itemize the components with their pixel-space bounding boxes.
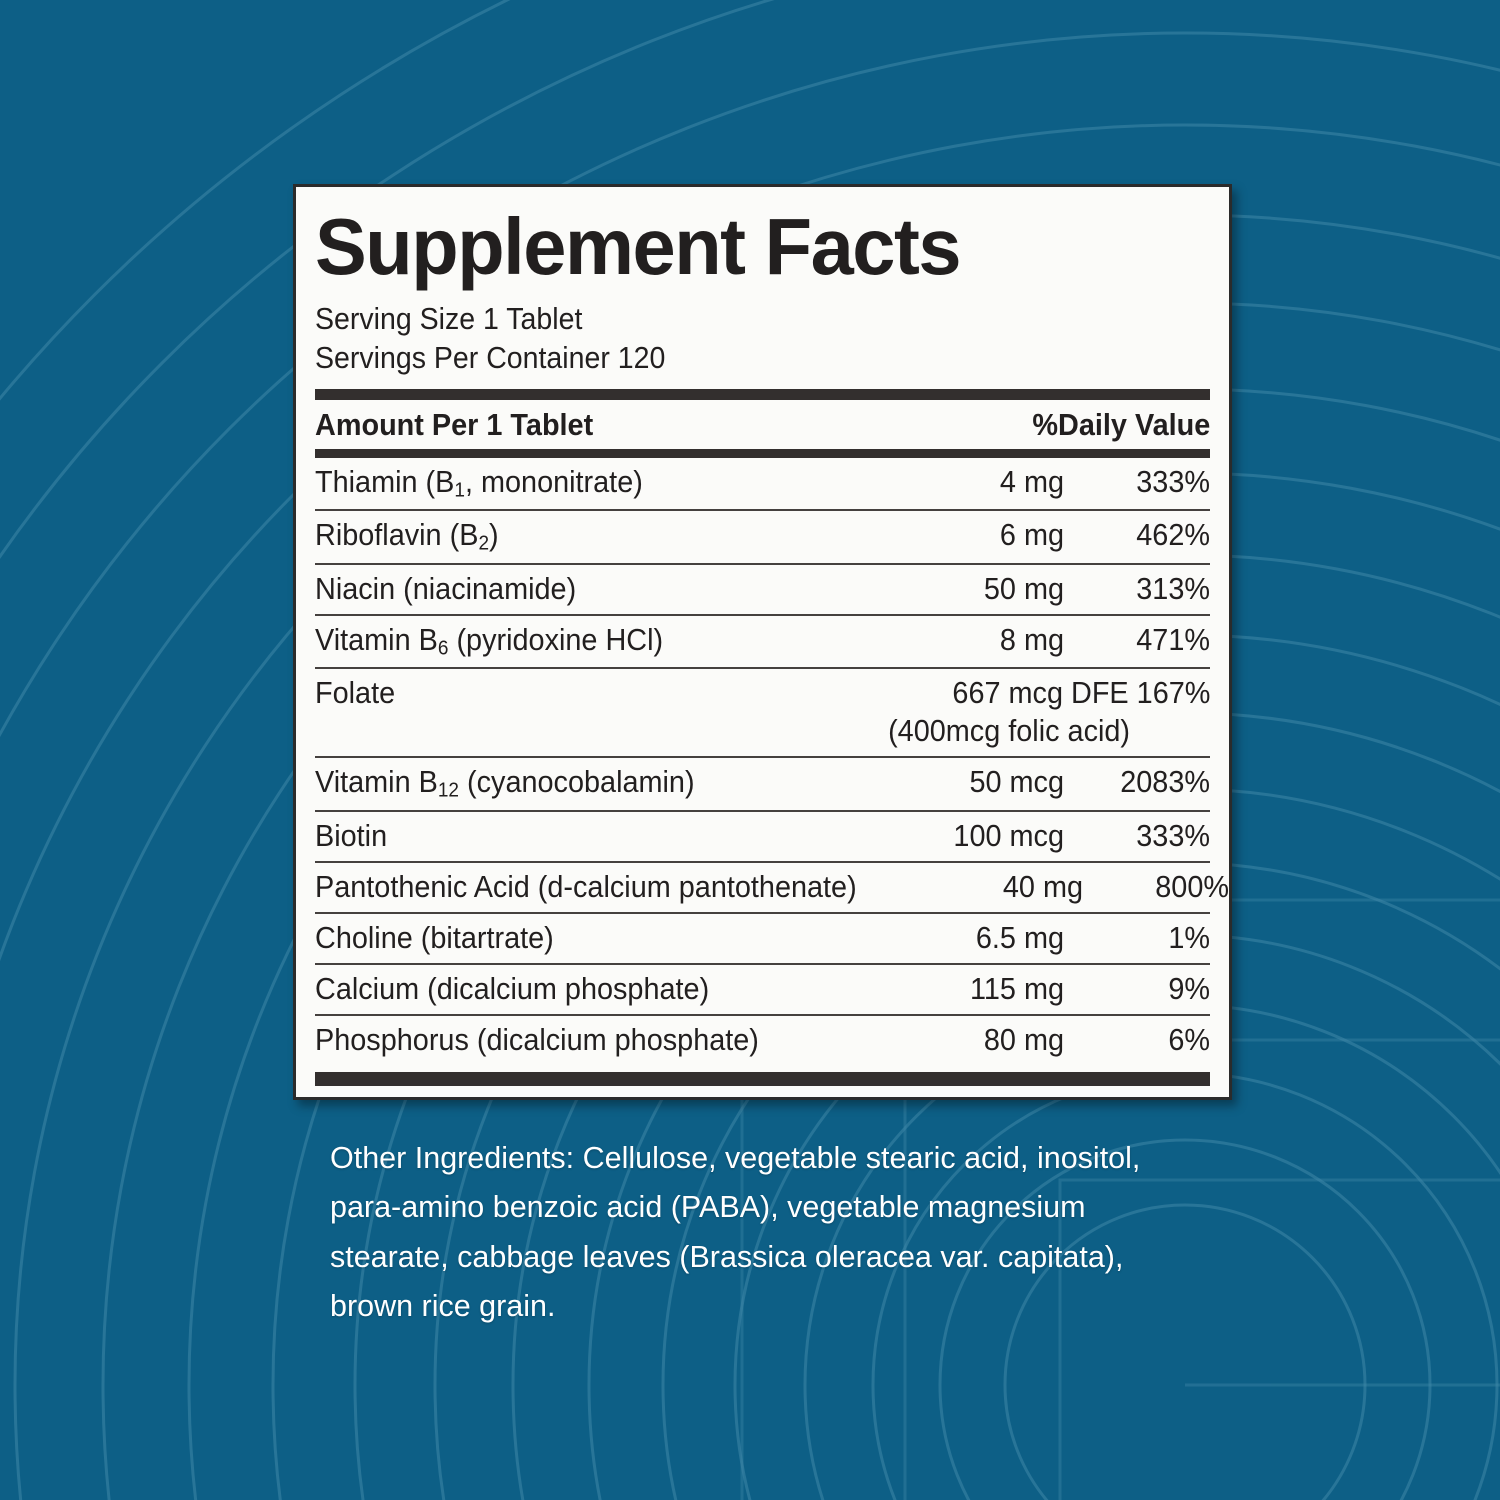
table-header-row: Amount Per 1 Tablet %Daily Value	[315, 400, 1210, 449]
nutrient-name: Pantothenic Acid (d-calcium pantothenate…	[315, 868, 857, 904]
servings-per-container-text: Servings Per Container 120	[315, 340, 666, 376]
nutrient-amount: 4 mg	[999, 463, 1064, 499]
table-row: Biotin 100 mcg 333%	[315, 812, 1210, 861]
nutrient-amount: 50 mcg	[969, 764, 1064, 800]
nutrient-name: Vitamin B6 (pyridoxine HCl)	[315, 621, 664, 660]
nutrient-daily-value: 9%	[1168, 970, 1210, 1006]
nutrient-daily-value: 333%	[1136, 817, 1210, 853]
divider-thick-top	[315, 388, 1210, 400]
table-row: Pantothenic Acid (d-calcium pantothenate…	[315, 863, 1229, 912]
table-row: Phosphorus (dicalcium phosphate) 80 mg 6%	[315, 1016, 1210, 1065]
table-row: Choline (bitartrate) 6.5 mg 1%	[315, 914, 1210, 963]
nutrient-daily-value: 333%	[1136, 463, 1210, 499]
nutrient-name: Biotin	[315, 817, 388, 853]
page-title: Supplement Facts	[315, 202, 962, 291]
other-ingredients-text: Other Ingredients: Cellulose, vegetable …	[330, 1141, 1141, 1324]
nutrient-name-subscript: 1	[454, 478, 465, 502]
serving-size-text: Serving Size 1 Tablet	[315, 300, 583, 336]
nutrient-amount: 100 mcg	[953, 817, 1064, 853]
nutrient-name-subscript: 6	[437, 636, 449, 660]
nutrient-name-subscript: 12	[437, 778, 460, 802]
table-row: Thiamin (B1, mononitrate) 4 mg 333%	[315, 458, 1210, 510]
nutrient-daily-value: 800%	[1155, 868, 1230, 904]
nutrient-daily-value: 6%	[1168, 1021, 1210, 1057]
nutrient-amount: 6.5 mg	[975, 919, 1064, 955]
nutrient-name: Phosphorus (dicalcium phosphate)	[315, 1021, 759, 1057]
table-row: Calcium (dicalcium phosphate) 115 mg 9%	[315, 965, 1210, 1014]
nutrient-amount: 80 mg	[983, 1021, 1064, 1057]
nutrient-name: Niacin (niacinamide)	[315, 570, 577, 606]
nutrient-name: Vitamin B12 (cyanocobalamin)	[315, 764, 695, 802]
nutrient-name: Riboflavin (B2)	[315, 517, 499, 555]
nutrient-amount: 8 mg	[999, 621, 1064, 657]
nutrient-name: Choline (bitartrate)	[315, 919, 554, 955]
table-row-folate: Folate 667 mcg DFE 167% (400mcg folic acid…	[315, 669, 1210, 756]
nutrient-amount: 115 mg	[969, 970, 1064, 1006]
amount-per-serving-header: Amount Per 1 Tablet	[315, 406, 594, 442]
nutrient-name: Thiamin (B1, mononitrate)	[315, 463, 643, 502]
divider-thick-header-bottom	[315, 448, 1210, 458]
nutrient-daily-value: 1%	[1168, 919, 1210, 955]
table-row: Vitamin B6 (pyridoxine HCl) 8 mg 471%	[315, 616, 1210, 668]
daily-value-header: %Daily Value	[1032, 406, 1210, 442]
nutrient-amount: 6 mg	[999, 517, 1064, 553]
nutrient-name: Folate	[315, 675, 396, 711]
nutrient-daily-value: 2083%	[1120, 764, 1210, 800]
table-row: Vitamin B12 (cyanocobalamin) 50 mcg 2083%	[315, 758, 1210, 810]
nutrient-daily-value: 471%	[1136, 621, 1210, 657]
nutrient-amount: 40 mg	[1003, 868, 1084, 904]
supplement-facts-panel: Supplement Facts Serving Size 1 Tablet S…	[293, 184, 1232, 1100]
nutrient-amount: 50 mg	[983, 570, 1064, 606]
divider-bottom-bar	[315, 1071, 1210, 1086]
table-row: Riboflavin (B2) 6 mg 462%	[315, 511, 1210, 563]
nutrient-source-note: (400mcg folic acid)	[888, 713, 1131, 749]
nutrient-amount-and-daily-value: 667 mcg DFE 167%	[951, 675, 1210, 711]
nutrient-daily-value: 462%	[1136, 517, 1210, 553]
nutrient-daily-value: 313%	[1136, 570, 1210, 606]
nutrient-name: Calcium (dicalcium phosphate)	[315, 970, 710, 1006]
nutrient-name-subscript: 2	[478, 531, 490, 555]
nutrient-table-body: Thiamin (B1, mononitrate) 4 mg 333% Ribofla…	[315, 458, 1229, 1065]
table-row: Niacin (niacinamide) 50 mg 313%	[315, 565, 1210, 614]
